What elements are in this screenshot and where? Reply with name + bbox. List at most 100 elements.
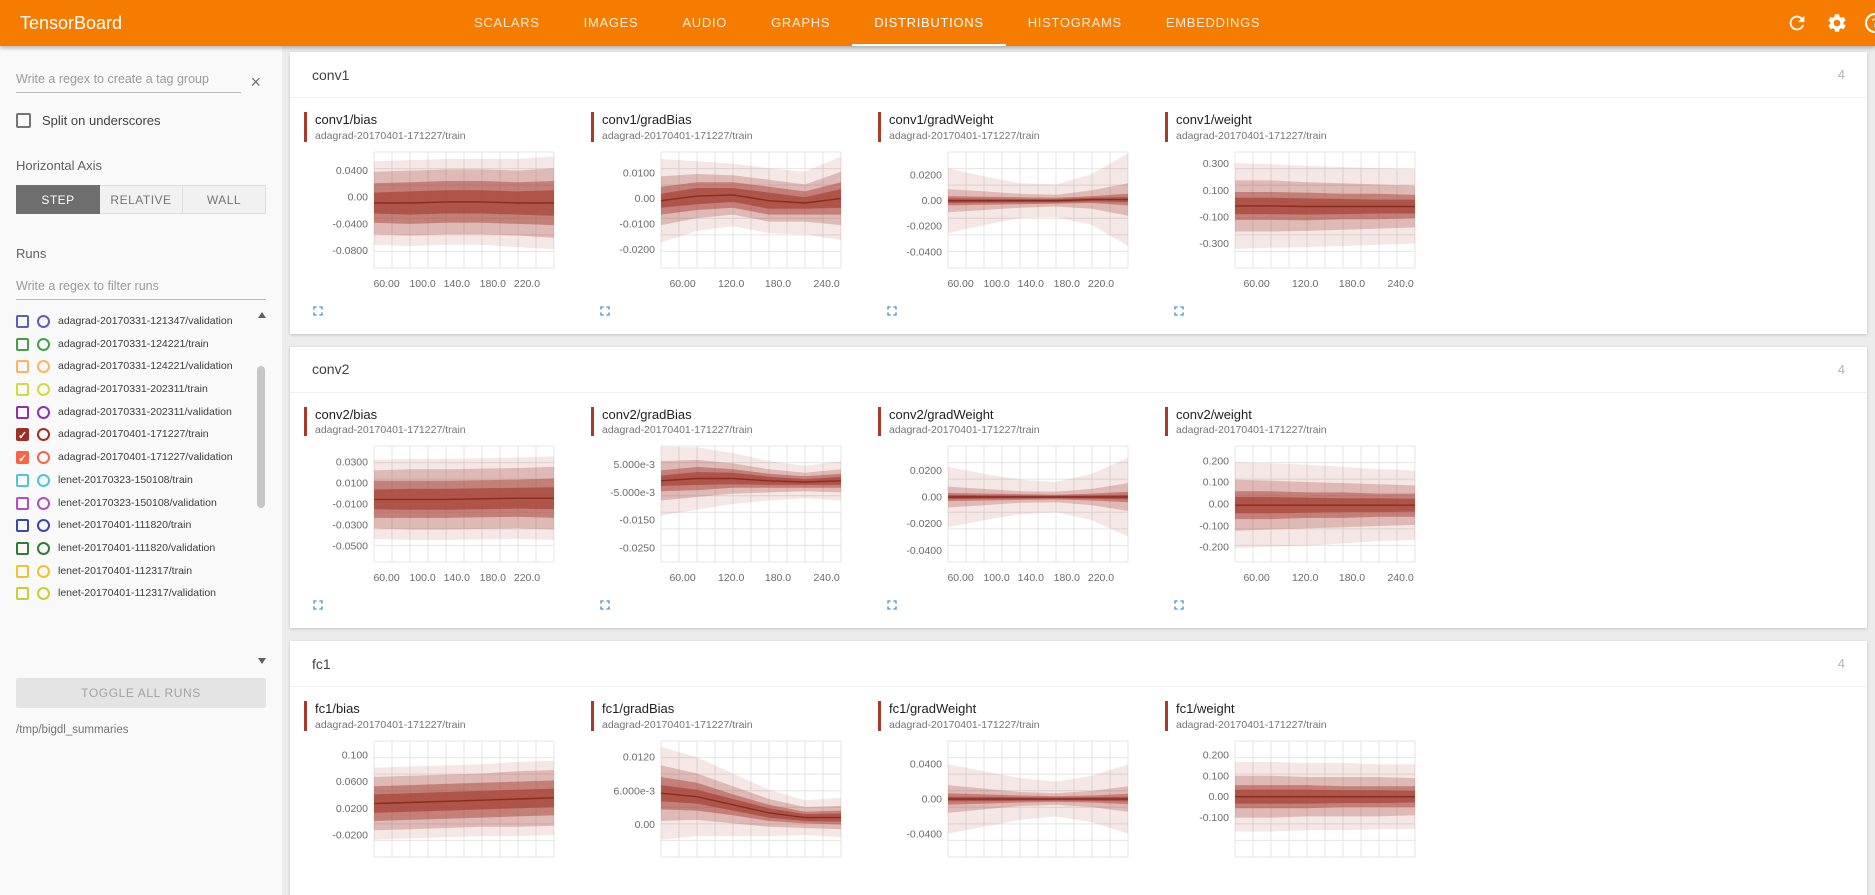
svg-text:180.0: 180.0 [480, 278, 506, 290]
axis-button-relative[interactable]: RELATIVE [100, 185, 183, 214]
run-isolator-circle[interactable] [37, 360, 50, 374]
tab-graphs[interactable]: GRAPHS [771, 15, 831, 30]
tab-images[interactable]: IMAGES [583, 15, 639, 30]
chart-card: conv2/weight adagrad-20170401-171227/trai… [1159, 403, 1446, 623]
svg-text:60.00: 60.00 [669, 278, 695, 290]
svg-text:0.100: 0.100 [342, 749, 368, 761]
svg-text:-0.0100: -0.0100 [332, 499, 368, 511]
fullscreen-icon[interactable] [884, 597, 902, 615]
toggle-all-runs-button[interactable]: TOGGLE ALL RUNS [16, 678, 266, 708]
run-isolator-circle[interactable] [37, 405, 50, 419]
svg-text:-0.0100: -0.0100 [619, 218, 655, 230]
svg-text:-0.200: -0.200 [1199, 542, 1229, 554]
svg-text:0.200: 0.200 [1203, 456, 1229, 468]
run-isolator-circle[interactable] [37, 587, 50, 601]
tab-audio[interactable]: AUDIO [682, 15, 728, 30]
run-regex-input[interactable] [16, 273, 266, 300]
tag-group-header[interactable]: conv1 4 [290, 52, 1867, 98]
chart-card: conv2/gradWeight adagrad-20170401-171227/… [872, 403, 1159, 623]
clear-tag-regex-icon[interactable]: × [250, 72, 261, 92]
distribution-plot: 0.0100 0.00 -0.0100 -0.0200 60.00 120.0 180.0 2… [619, 151, 842, 290]
distribution-plot: 0.200 0.100 0.00 -0.100 [1199, 740, 1416, 858]
run-isolator-circle[interactable] [37, 564, 50, 578]
run-checkbox[interactable] [16, 496, 29, 510]
run-checkbox[interactable] [16, 587, 29, 601]
svg-text:0.00: 0.00 [348, 191, 369, 203]
svg-text:0.100: 0.100 [1203, 477, 1229, 489]
fullscreen-icon[interactable] [1171, 597, 1189, 615]
svg-text:0.100: 0.100 [1203, 770, 1229, 782]
run-checkbox-checked[interactable]: ✓ [16, 451, 29, 466]
svg-text:60.00: 60.00 [373, 572, 399, 584]
run-isolator-circle[interactable] [37, 496, 50, 510]
fullscreen-icon[interactable] [884, 303, 902, 321]
run-label: lenet-20170401-111820/validation [58, 541, 216, 554]
scroll-up-icon[interactable] [258, 312, 266, 318]
svg-text:-0.0200: -0.0200 [332, 829, 368, 841]
axis-button-wall[interactable]: WALL [183, 185, 266, 214]
scroll-down-icon[interactable] [258, 658, 266, 664]
tab-scalars[interactable]: SCALARS [474, 15, 540, 30]
chart-card: conv2/bias adagrad-20170401-171227/train 0… [298, 403, 585, 623]
help-icon[interactable]: ? [1865, 13, 1875, 33]
tab-histograms[interactable]: HISTOGRAMS [1027, 15, 1122, 30]
run-checkbox-checked[interactable]: ✓ [16, 428, 29, 443]
run-checkbox[interactable] [16, 519, 29, 533]
run-isolator-circle[interactable] [37, 383, 50, 397]
fullscreen-icon[interactable] [597, 597, 615, 615]
run-checkbox[interactable] [16, 405, 29, 419]
chart-title: fc1/gradBias [602, 701, 675, 717]
split-underscores-checkbox[interactable] [16, 113, 31, 128]
run-label: lenet-20170323-150108/validation [58, 496, 217, 509]
run-isolator-circle[interactable] [37, 451, 50, 465]
run-isolator-circle[interactable] [37, 428, 50, 442]
svg-text:0.0100: 0.0100 [623, 167, 655, 179]
run-isolator-circle[interactable] [37, 541, 50, 555]
scrollbar-thumb[interactable] [257, 366, 265, 508]
tag-regex-input[interactable] [16, 66, 242, 93]
fullscreen-icon[interactable] [597, 303, 615, 321]
tag-group-header[interactable]: fc1 4 [290, 641, 1867, 688]
fullscreen-icon[interactable] [1171, 303, 1189, 321]
svg-text:60.00: 60.00 [947, 278, 973, 290]
tab-embeddings[interactable]: EMBEDDINGS [1165, 15, 1261, 30]
fullscreen-icon[interactable] [310, 597, 328, 615]
tab-distributions[interactable]: DISTRIBUTIONS [852, 0, 1006, 46]
svg-text:220.0: 220.0 [514, 278, 540, 290]
distribution-plot: 0.0300 0.0100 -0.0100 -0.0300 -0.0500 60.00 10… [332, 445, 555, 584]
svg-text:0.00: 0.00 [922, 793, 943, 805]
distribution-plot: 0.0400 0.00 -0.0400 -0.0800 60.00 100.0 140.0 1… [332, 151, 555, 290]
chart-card: fc1/gradBias adagrad-20170401-171227/trai… [585, 697, 872, 895]
svg-text:0.0200: 0.0200 [910, 465, 942, 477]
axis-button-step[interactable]: STEP [16, 185, 100, 214]
run-checkbox[interactable] [16, 383, 29, 397]
run-checkbox[interactable] [16, 360, 29, 374]
svg-text:180.0: 180.0 [480, 572, 506, 584]
svg-text:100.0: 100.0 [409, 572, 435, 584]
run-row: adagrad-20170331-124221/validation [16, 355, 250, 378]
svg-text:100.0: 100.0 [983, 278, 1009, 290]
run-checkbox[interactable] [16, 564, 29, 578]
settings-gear-icon[interactable] [1825, 11, 1849, 35]
tag-group-header[interactable]: conv2 4 [290, 347, 1867, 393]
run-checkbox[interactable] [16, 315, 29, 328]
run-checkbox[interactable] [16, 473, 29, 487]
runs-scrollbar[interactable] [255, 310, 268, 666]
run-label: adagrad-20170331-124221/train [58, 337, 209, 350]
run-checkbox[interactable] [16, 541, 29, 555]
chart-run-label: adagrad-20170401-171227/train [1176, 424, 1327, 437]
refresh-icon[interactable] [1785, 11, 1809, 35]
svg-text:-0.0400: -0.0400 [906, 545, 942, 557]
run-isolator-circle[interactable] [37, 315, 50, 328]
run-isolator-circle[interactable] [37, 337, 50, 351]
chart-run-label: adagrad-20170401-171227/train [315, 424, 466, 437]
run-isolator-circle[interactable] [37, 519, 50, 533]
run-label: adagrad-20170331-121347/validation [58, 315, 233, 327]
run-row: lenet-20170401-112317/train [16, 560, 250, 583]
svg-text:60.00: 60.00 [1243, 278, 1269, 290]
svg-text:-0.0500: -0.0500 [332, 540, 368, 552]
fullscreen-icon[interactable] [310, 303, 328, 321]
svg-text:240.0: 240.0 [1387, 278, 1413, 290]
run-checkbox[interactable] [16, 337, 29, 351]
run-isolator-circle[interactable] [37, 473, 50, 487]
